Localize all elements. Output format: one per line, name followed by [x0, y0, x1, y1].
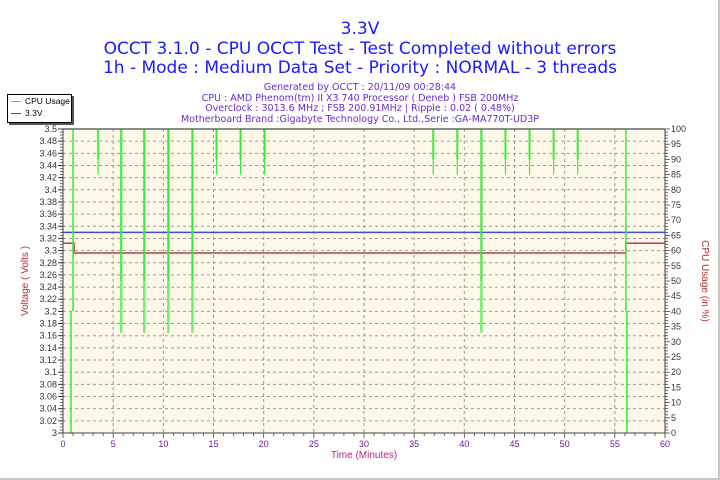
y-tick-label: 3.18: [39, 319, 57, 329]
chart-subtitle-test: OCCT 3.1.0 - CPU OCCT Test - Test Comple…: [103, 39, 617, 59]
y-tick-label: 3.42: [39, 173, 57, 183]
y-tick-label: 3.48: [39, 136, 57, 146]
y-tick-label: 3.02: [39, 416, 57, 426]
y-tick-label: 3.04: [39, 404, 57, 414]
chart-title: 3.3V: [340, 19, 380, 39]
x-tick-label: 30: [359, 439, 369, 449]
info-overclock: Overclock : 3013.6 MHz ; FSB 200.91MHz |…: [205, 103, 515, 114]
y2-tick-label: 25: [671, 352, 681, 362]
y-tick-label: 3.06: [39, 392, 57, 402]
y-tick-label: 3.24: [39, 282, 57, 292]
y2-axis-title: CPU Usage (in %): [699, 240, 710, 322]
y2-tick-label: 30: [671, 337, 681, 347]
y-tick-label: 3.46: [39, 148, 57, 158]
y2-tick-label: 100: [671, 124, 686, 134]
x-tick-label: 25: [309, 439, 319, 449]
y-tick-label: 3.32: [39, 233, 57, 243]
y-tick-label: 3.12: [39, 355, 57, 365]
x-tick-label: 5: [111, 439, 116, 449]
y2-tick-label: 20: [671, 367, 681, 377]
x-tick-label: 45: [509, 439, 519, 449]
cpu-usage-series: [70, 129, 628, 433]
x-tick-label: 35: [409, 439, 419, 449]
x-tick-label: 20: [259, 439, 269, 449]
info-cpu: CPU : AMD Phenom(tm) II X3 740 Processor…: [201, 92, 519, 104]
info-generated: Generated by OCCT : 20/11/09 00:28:44: [263, 82, 457, 93]
y-tick-label: 3.5: [44, 124, 57, 134]
y2-tick-label: 75: [671, 200, 681, 210]
legend-item-voltage: 3.3V: [8, 107, 71, 119]
y2-tick-label: 50: [671, 276, 681, 286]
x-tick-label: 10: [158, 439, 168, 449]
legend-label-cpu-usage: CPU Usage: [25, 96, 70, 106]
y2-tick-label: 0: [671, 428, 676, 438]
info-motherboard: Motherboard Brand :Gigabyte Technology C…: [180, 113, 540, 125]
y-tick-label: 3.26: [39, 270, 57, 280]
x-tick-label: 0: [60, 439, 65, 449]
y2-tick-label: 90: [671, 154, 681, 164]
y-tick-label: 3.38: [39, 197, 57, 207]
y-axis-title: Voltage ( Volts ): [20, 246, 31, 316]
y-tick-label: 3.08: [39, 379, 57, 389]
x-tick-label: 60: [660, 439, 670, 449]
y2-tick-label: 60: [671, 246, 681, 256]
x-tick-label: 50: [560, 439, 570, 449]
y-tick-label: 3.14: [39, 343, 57, 353]
y2-tick-label: 35: [671, 322, 681, 332]
axes: [58, 128, 670, 438]
y2-tick-label: 70: [671, 215, 681, 225]
legend-swatch-voltage: [11, 112, 21, 114]
y-tick-label: 3: [52, 428, 57, 438]
y-tick-label: 3.34: [39, 221, 57, 231]
y-tick-label: 3.28: [39, 258, 57, 268]
y2-tick-label: 45: [671, 291, 681, 301]
x-tick-label: 40: [459, 439, 469, 449]
axis-labels: 3.5 3.48 3.46 3.44 3.42 3.4 3.38 3.36 3.34 3.32 3.…: [20, 124, 710, 461]
x-axis-title: Time (Minutes): [331, 450, 397, 461]
x-tick-label: 15: [208, 439, 218, 449]
y-tick-label: 3.2: [44, 306, 57, 316]
y2-tick-label: 10: [671, 398, 681, 408]
y2-tick-label: 65: [671, 230, 681, 240]
y-tick-label: 3.16: [39, 331, 57, 341]
y2-tick-label: 15: [671, 382, 681, 392]
chart-legend: CPU Usage 3.3V: [7, 94, 72, 123]
y-tick-label: 3.1: [44, 367, 57, 377]
legend-swatch-cpu-usage: [11, 100, 21, 102]
voltage-series: [63, 242, 665, 254]
grid-lines: [63, 129, 665, 433]
data-series: [63, 129, 665, 433]
y-tick-label: 3.36: [39, 209, 57, 219]
y-tick-label: 3.4: [44, 185, 57, 195]
y2-tick-label: 40: [671, 306, 681, 316]
y2-tick-label: 80: [671, 185, 681, 195]
legend-label-voltage: 3.3V: [25, 108, 43, 118]
legend-item-cpu-usage: CPU Usage: [8, 95, 71, 107]
chart-subtitle-mode: 1h - Mode : Medium Data Set - Priority :…: [102, 58, 618, 78]
y-tick-label: 3.3: [44, 246, 57, 256]
y2-tick-label: 95: [671, 139, 681, 149]
y2-tick-label: 85: [671, 170, 681, 180]
y-tick-label: 3.22: [39, 294, 57, 304]
y2-tick-label: 5: [671, 413, 676, 423]
y-tick-label: 3.44: [39, 160, 57, 170]
x-tick-label: 55: [610, 439, 620, 449]
y2-tick-label: 55: [671, 261, 681, 271]
